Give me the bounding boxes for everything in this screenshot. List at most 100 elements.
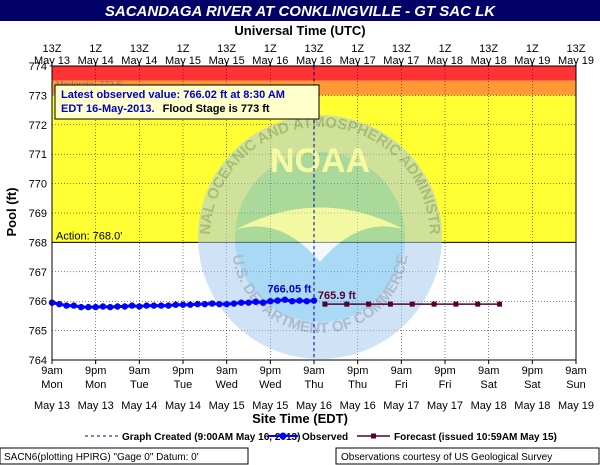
observed-point [143, 302, 150, 309]
observed-point [216, 300, 223, 308]
latest-value-box: Latest observed value: 766.02 ft at 8:30… [54, 84, 320, 120]
observed-point [128, 302, 136, 309]
x-tick-time: 9am [216, 365, 237, 377]
observed-point [303, 298, 310, 305]
x-tick-date: May 13 [34, 400, 70, 412]
top-tick-date: May 17 [340, 55, 376, 67]
observed-point [136, 303, 143, 310]
y-tick-label: 767 [29, 267, 47, 279]
x-tick-day: Wed [259, 379, 281, 391]
y-tick-label: 764 [29, 355, 47, 367]
x-tick-time: 9am [41, 365, 62, 377]
x-tick-day: Tue [130, 379, 149, 391]
top-tick-time: 1Z [177, 43, 190, 55]
x-tick-date: May 18 [514, 400, 550, 412]
y-tick-label: 771 [29, 149, 47, 161]
x-tick-time: 9am [303, 365, 324, 377]
top-axis-title: Universal Time (UTC) [234, 23, 365, 38]
x-tick-time: 9pm [85, 365, 106, 377]
top-tick-date: May 15 [209, 55, 245, 67]
observed-point [245, 299, 252, 306]
info-box-date: EDT 16-May-2013. [61, 103, 155, 115]
footer-right-text: Observations courtesy of US Geological S… [341, 452, 552, 463]
x-tick-time: 9am [129, 365, 150, 377]
action-stage-label: Action: 768.0' [56, 230, 122, 242]
forecast-point [322, 301, 328, 307]
info-box-line1: Latest observed value: 766.02 ft at 8:30… [61, 89, 285, 101]
chart-title: SACANDAGA RIVER AT CONKLINGVILLE - GT SA… [105, 3, 496, 20]
y-tick-label: 770 [29, 179, 47, 191]
top-tick-date: May 16 [252, 55, 288, 67]
watermark-center-text: NOAA [270, 142, 370, 180]
x-tick-date: May 18 [471, 400, 507, 412]
y-tick-label: 768 [29, 237, 47, 249]
top-tick-time: 13Z [567, 43, 586, 55]
x-tick-day: Wed [215, 379, 237, 391]
observed-point [238, 299, 245, 306]
observed-point [179, 301, 187, 308]
info-box-flood-stage: Flood Stage is 773 ft [163, 103, 270, 115]
x-tick-date: May 14 [165, 400, 201, 412]
top-tick-time: 1Z [351, 43, 364, 55]
x-axis: 9am Mon May 13 9pm Mon May 13 9am Tue May 14 9pm T… [34, 43, 594, 412]
x-tick-date: May 16 [296, 400, 332, 412]
y-tick-label: 765 [29, 326, 47, 338]
watermark-inner-disc [235, 152, 405, 322]
x-tick-date: May 16 [340, 400, 376, 412]
x-axis-title: Site Time (EDT) [252, 411, 348, 426]
observed-point [121, 303, 128, 310]
forecast-point [497, 301, 503, 307]
top-tick-time: 1Z [89, 43, 102, 55]
x-tick-time: 9pm [434, 365, 455, 377]
observed-point [194, 300, 201, 308]
data-series [48, 296, 503, 311]
observed-point [288, 298, 296, 305]
observed-point [85, 303, 92, 311]
title-bar [0, 0, 600, 21]
observed-point [259, 299, 267, 306]
x-tick-day: Mon [41, 379, 62, 391]
y-tick-label: 769 [29, 208, 47, 220]
x-tick-day: Sat [480, 379, 497, 391]
y-axis: 764 765 766 767 768 769 770 771 772 773 774 [29, 61, 47, 367]
observed-point [165, 302, 172, 309]
top-tick-time: 13Z [479, 43, 498, 55]
top-tick-date: May 13 [34, 55, 70, 67]
x-tick-date: May 13 [78, 400, 114, 412]
observed-point [99, 303, 107, 310]
top-tick-date: May 17 [383, 55, 419, 67]
observed-point [77, 303, 85, 311]
x-tick-day: Tue [174, 379, 193, 391]
observed-point [157, 302, 165, 309]
forecast-point [475, 301, 481, 307]
top-tick-time: 13Z [43, 43, 62, 55]
top-tick-date: May 14 [121, 55, 157, 67]
x-tick-date: May 14 [121, 400, 157, 412]
observed-point [114, 303, 121, 310]
observed-point [296, 297, 303, 304]
x-tick-date: May 17 [383, 400, 419, 412]
top-tick-date: May 19 [558, 55, 594, 67]
top-tick-date: May 15 [165, 55, 201, 67]
x-tick-time: 9pm [172, 365, 193, 377]
x-tick-time: 9am [478, 365, 499, 377]
top-tick-date: May 19 [514, 55, 550, 67]
observed-point [208, 300, 216, 307]
x-tick-date: May 15 [252, 400, 288, 412]
observed-point [223, 300, 230, 308]
forecast-point [387, 301, 393, 307]
y-tick-label: 766 [29, 296, 47, 308]
x-tick-date: May 15 [209, 400, 245, 412]
footer-left-text: SACN6(plotting HPIRG) "Gage 0" Datum: 0' [4, 452, 199, 463]
x-tick-day: Thu [348, 379, 367, 391]
top-tick-time: 13Z [305, 43, 324, 55]
info-box-frame [54, 84, 320, 120]
y-tick-label: 774 [29, 61, 47, 73]
y-tick-label: 773 [29, 90, 47, 102]
info-box-line2: EDT 16-May-2013. Flood Stage is 773 ft [61, 103, 270, 115]
legend-observed-marker [279, 432, 287, 440]
top-tick-time: 13Z [130, 43, 149, 55]
observed-point [63, 302, 70, 309]
top-tick-time: 1Z [439, 43, 452, 55]
